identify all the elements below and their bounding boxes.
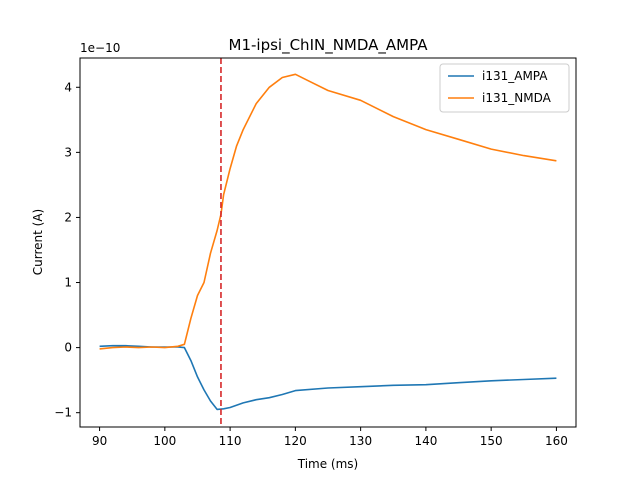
legend-label-i131_NMDA: i131_NMDA: [482, 91, 552, 105]
x-axis: 90 100 110 120 130 140 150 160: [92, 427, 568, 448]
y-tick-label: −1: [54, 406, 72, 420]
y-tick-label: 4: [64, 80, 72, 94]
x-tick-label: 110: [219, 434, 242, 448]
y-tick-label: 2: [64, 210, 72, 224]
plot-frame: [79, 57, 577, 428]
y-axis-label: Current (A): [31, 209, 45, 275]
y-axis: −1 0 1 2 3 4: [54, 80, 80, 420]
series-line-i131_AMPA: [99, 344, 557, 411]
x-tick-label: 150: [480, 434, 503, 448]
y-tick-label: 0: [64, 341, 72, 355]
plot-area: [99, 58, 557, 427]
y-tick-label: 3: [64, 145, 72, 159]
legend-label-i131_AMPA: i131_AMPA: [482, 69, 548, 83]
legend: i131_AMPA i131_NMDA: [439, 63, 570, 113]
x-axis-label: Time (ms): [297, 457, 359, 471]
x-tick-label: 100: [153, 434, 176, 448]
x-tick-label: 160: [545, 434, 568, 448]
chart-title: M1-ipsi_ChIN_NMDA_AMPA: [229, 36, 429, 55]
x-tick-label: 140: [414, 434, 437, 448]
y-tick-label: 1: [64, 276, 72, 290]
series-line-i131_NMDA: [99, 73, 557, 350]
x-tick-label: 120: [284, 434, 307, 448]
x-tick-label: 90: [92, 434, 107, 448]
x-tick-label: 130: [349, 434, 372, 448]
y-offset-label: 1e−10: [80, 41, 120, 55]
